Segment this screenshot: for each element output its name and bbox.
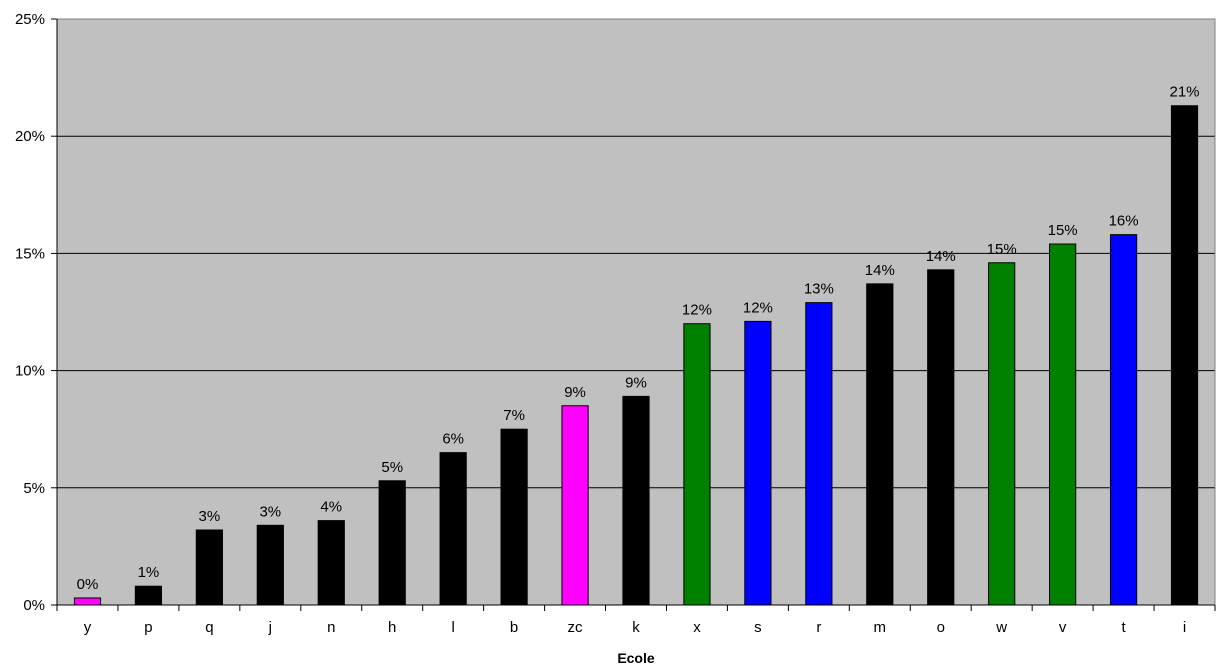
y-tick-label: 20% [15, 128, 45, 145]
data-label-v: 15% [1048, 222, 1078, 239]
bar-i [1170, 105, 1199, 606]
bar-t [1109, 234, 1138, 606]
bar-x [683, 323, 711, 606]
x-tick-label-h: h [388, 619, 396, 636]
x-tick-label-b: b [510, 619, 518, 636]
data-label-w: 15% [987, 241, 1017, 258]
axes [51, 18, 1216, 611]
bar-m [866, 283, 894, 606]
bar-s [744, 320, 772, 606]
data-label-j: 3% [259, 503, 281, 520]
y-tick-label: 10% [15, 363, 45, 380]
data-label-p: 1% [138, 564, 160, 581]
x-tick-label-t: t [1121, 619, 1126, 636]
data-label-zc: 9% [564, 384, 586, 401]
data-label-n: 4% [320, 499, 342, 516]
data-label-k: 9% [625, 374, 647, 391]
data-label-r: 13% [804, 281, 834, 298]
x-tick-label-v: v [1059, 619, 1067, 636]
bar-zc [561, 405, 589, 606]
data-label-o: 14% [926, 248, 956, 265]
y-tick-label: 5% [23, 480, 45, 497]
bar-w [988, 262, 1016, 606]
data-label-q: 3% [199, 508, 221, 525]
x-tick-label-y: y [84, 619, 92, 636]
x-tick-label-p: p [144, 619, 152, 636]
x-tick-label-k: k [632, 619, 640, 636]
x-tick-label-q: q [205, 619, 213, 636]
y-tick-label: 15% [15, 245, 45, 262]
data-label-h: 5% [381, 459, 403, 476]
bar-r [805, 302, 833, 606]
data-label-s: 12% [743, 299, 773, 316]
gridlines [57, 18, 1215, 489]
bar-p [134, 585, 163, 606]
bar-y [73, 597, 102, 606]
bar-k [622, 395, 650, 606]
bar-h [378, 480, 406, 606]
x-tick-label-o: o [937, 619, 945, 636]
x-tick-label-n: n [327, 619, 335, 636]
bar-n [317, 520, 345, 606]
data-label-b: 7% [503, 407, 525, 424]
data-label-y: 0% [77, 576, 99, 593]
data-label-t: 16% [1109, 213, 1139, 230]
data-label-x: 12% [682, 302, 712, 319]
bar-o [927, 269, 955, 606]
bar-j [256, 524, 284, 606]
bars [73, 105, 1199, 606]
data-label-l: 6% [442, 431, 464, 448]
x-tick-label-s: s [754, 619, 762, 636]
bar-q [195, 529, 223, 606]
x-tick-label-r: r [816, 619, 821, 636]
bar-v [1049, 243, 1077, 606]
data-label-m: 14% [865, 262, 895, 279]
x-tick-label-zc: zc [568, 619, 584, 636]
bar-l [439, 452, 467, 606]
x-tick-label-j: j [268, 619, 272, 636]
data-label-i: 21% [1170, 84, 1200, 101]
x-tick-label-w: w [995, 619, 1007, 636]
x-axis-title: Ecole [617, 650, 655, 666]
y-tick-label: 0% [23, 597, 45, 614]
bar-b [500, 428, 528, 606]
x-tick-label-i: i [1183, 619, 1186, 636]
x-tick-label-m: m [874, 619, 887, 636]
y-tick-label: 25% [15, 11, 45, 28]
x-tick-label-x: x [693, 619, 701, 636]
x-tick-label-l: l [451, 619, 454, 636]
labels: 0% 5% 10% 15% 20% 25% 0% y 1% p 3% q 3% j 4% n 5% h 6% l 7% b… [15, 11, 1200, 636]
